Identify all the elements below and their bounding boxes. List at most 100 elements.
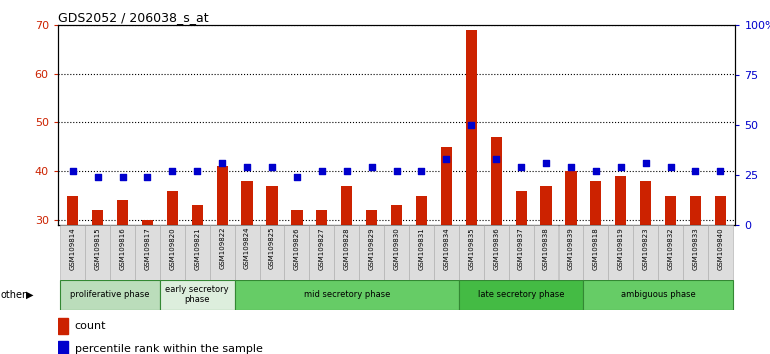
Text: GDS2052 / 206038_s_at: GDS2052 / 206038_s_at — [58, 11, 209, 24]
Bar — [434, 225, 459, 280]
Bar — [60, 225, 85, 280]
Bar — [58, 318, 68, 334]
Text: GSM109840: GSM109840 — [718, 227, 723, 270]
Bar — [266, 186, 278, 225]
Text: mid secretory phase: mid secretory phase — [303, 290, 390, 299]
Bar — [360, 225, 384, 280]
Text: GSM109818: GSM109818 — [593, 227, 599, 270]
Bar — [565, 171, 577, 225]
Text: GSM109831: GSM109831 — [418, 227, 424, 270]
Bar — [284, 225, 310, 280]
Text: GSM109821: GSM109821 — [194, 227, 200, 270]
Text: GSM109823: GSM109823 — [643, 227, 648, 270]
Point — [564, 164, 577, 170]
Bar — [167, 191, 178, 225]
Text: late secretory phase: late secretory phase — [478, 290, 564, 299]
Point — [340, 168, 353, 173]
Text: GSM109825: GSM109825 — [269, 227, 275, 269]
Point — [715, 168, 727, 173]
Bar — [509, 225, 534, 280]
Text: GSM109832: GSM109832 — [668, 227, 674, 270]
Bar — [209, 225, 235, 280]
Point — [640, 160, 652, 166]
Text: proliferative phase: proliferative phase — [70, 290, 150, 299]
Point — [465, 122, 477, 127]
Bar — [615, 176, 626, 225]
Bar — [640, 181, 651, 225]
Bar — [216, 166, 228, 225]
Bar — [384, 225, 409, 280]
Bar — [715, 195, 726, 225]
Point — [166, 168, 179, 173]
Point — [614, 164, 627, 170]
Point — [266, 164, 278, 170]
Point — [689, 168, 701, 173]
Point — [141, 174, 153, 179]
Bar — [541, 186, 551, 225]
Text: percentile rank within the sample: percentile rank within the sample — [75, 344, 263, 354]
Point — [366, 164, 378, 170]
Text: GSM109829: GSM109829 — [369, 227, 375, 270]
Bar — [633, 225, 658, 280]
Text: GSM109835: GSM109835 — [468, 227, 474, 270]
Bar — [416, 195, 427, 225]
Text: early secretory
phase: early secretory phase — [166, 285, 229, 304]
Bar — [291, 210, 303, 225]
Bar — [85, 225, 110, 280]
Text: GSM109815: GSM109815 — [95, 227, 101, 270]
Text: GSM109836: GSM109836 — [494, 227, 499, 270]
Bar — [534, 225, 558, 280]
Bar — [459, 225, 484, 280]
Text: GSM109839: GSM109839 — [568, 227, 574, 270]
Bar — [110, 225, 135, 280]
Text: GSM109824: GSM109824 — [244, 227, 250, 269]
Bar — [515, 191, 527, 225]
Bar — [490, 137, 502, 225]
Bar — [235, 225, 259, 280]
Bar — [117, 200, 128, 225]
Bar — [341, 186, 353, 225]
Point — [590, 168, 602, 173]
Text: GSM109820: GSM109820 — [169, 227, 176, 270]
Bar — [259, 225, 284, 280]
Bar — [60, 280, 160, 310]
Point — [316, 168, 328, 173]
Text: GSM109826: GSM109826 — [294, 227, 300, 270]
Point — [440, 156, 453, 162]
Bar — [459, 280, 584, 310]
Point — [216, 160, 229, 166]
Point — [515, 164, 527, 170]
Text: GSM109822: GSM109822 — [219, 227, 225, 269]
Bar — [242, 181, 253, 225]
Bar — [584, 225, 608, 280]
Point — [490, 156, 502, 162]
Bar — [92, 210, 103, 225]
Bar — [235, 280, 459, 310]
Point — [191, 168, 203, 173]
Text: GSM109830: GSM109830 — [393, 227, 400, 270]
Text: GSM109819: GSM109819 — [618, 227, 624, 270]
Point — [665, 164, 677, 170]
Point — [540, 160, 552, 166]
Bar — [160, 280, 235, 310]
Point — [66, 168, 79, 173]
Text: ▶: ▶ — [26, 290, 34, 300]
Bar — [584, 280, 733, 310]
Bar — [58, 341, 68, 354]
Text: GSM109828: GSM109828 — [343, 227, 350, 270]
Bar — [608, 225, 633, 280]
Bar — [466, 30, 477, 225]
Point — [291, 174, 303, 179]
Text: GSM109838: GSM109838 — [543, 227, 549, 270]
Text: GSM109833: GSM109833 — [692, 227, 698, 270]
Text: count: count — [75, 321, 106, 331]
Bar — [708, 225, 733, 280]
Point — [92, 174, 104, 179]
Bar — [484, 225, 509, 280]
Text: ambiguous phase: ambiguous phase — [621, 290, 695, 299]
Bar — [558, 225, 584, 280]
Text: GSM109814: GSM109814 — [70, 227, 75, 270]
Bar — [192, 205, 203, 225]
Bar — [409, 225, 434, 280]
Bar — [391, 205, 402, 225]
